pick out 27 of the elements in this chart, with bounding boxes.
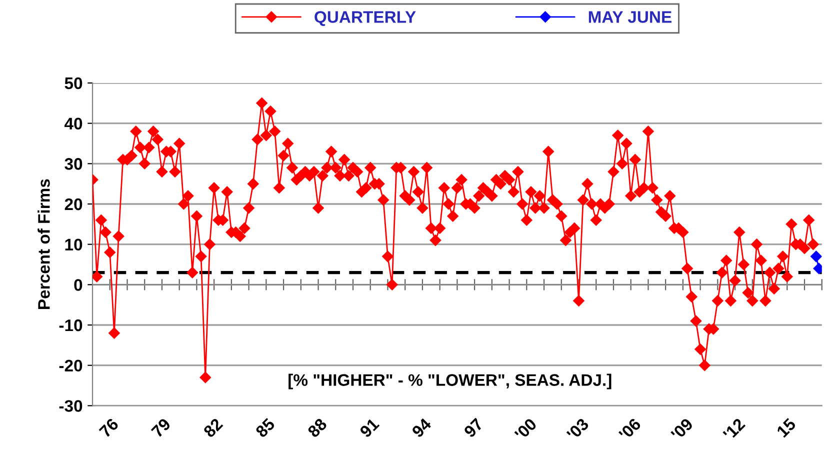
- y-tick-label: -30: [59, 400, 82, 412]
- y-tick-label: 20: [64, 198, 82, 210]
- y-tick-label: 10: [65, 238, 82, 251]
- annotation: [% "HIGHER" - % "LOWER", SEAS. ADJ.]: [288, 374, 612, 390]
- x-tick-label: '09: [670, 418, 694, 441]
- y-axis-title: Percent of Firms: [38, 179, 50, 309]
- x-tick-label: 85: [254, 417, 276, 438]
- y-tick-label: 0: [74, 279, 82, 291]
- x-tick-label: 91: [359, 417, 380, 438]
- legend-label: QUARTERLY: [314, 11, 416, 26]
- y-tick-label: 40: [64, 118, 82, 130]
- x-tick-label: 88: [306, 417, 328, 438]
- y-tick-label: -10: [59, 319, 82, 332]
- x-tick-label: 76: [98, 418, 120, 438]
- x-tick-label: '03: [566, 418, 590, 441]
- x-tick-label: 79: [150, 418, 172, 438]
- x-tick-label: 97: [463, 418, 484, 438]
- x-tick-label: '00: [514, 418, 538, 441]
- x-tick-label: '06: [618, 418, 642, 441]
- y-tick-label: -20: [59, 360, 82, 372]
- x-tick-label: '12: [722, 418, 746, 441]
- legend-label: MAY JUNE: [588, 11, 672, 23]
- x-tick-label: 94: [411, 417, 432, 438]
- x-tick-label: 15: [776, 418, 797, 438]
- y-tick-label: 50: [64, 77, 82, 90]
- x-tick-label: 82: [202, 418, 224, 438]
- y-tick-label: 30: [64, 158, 82, 170]
